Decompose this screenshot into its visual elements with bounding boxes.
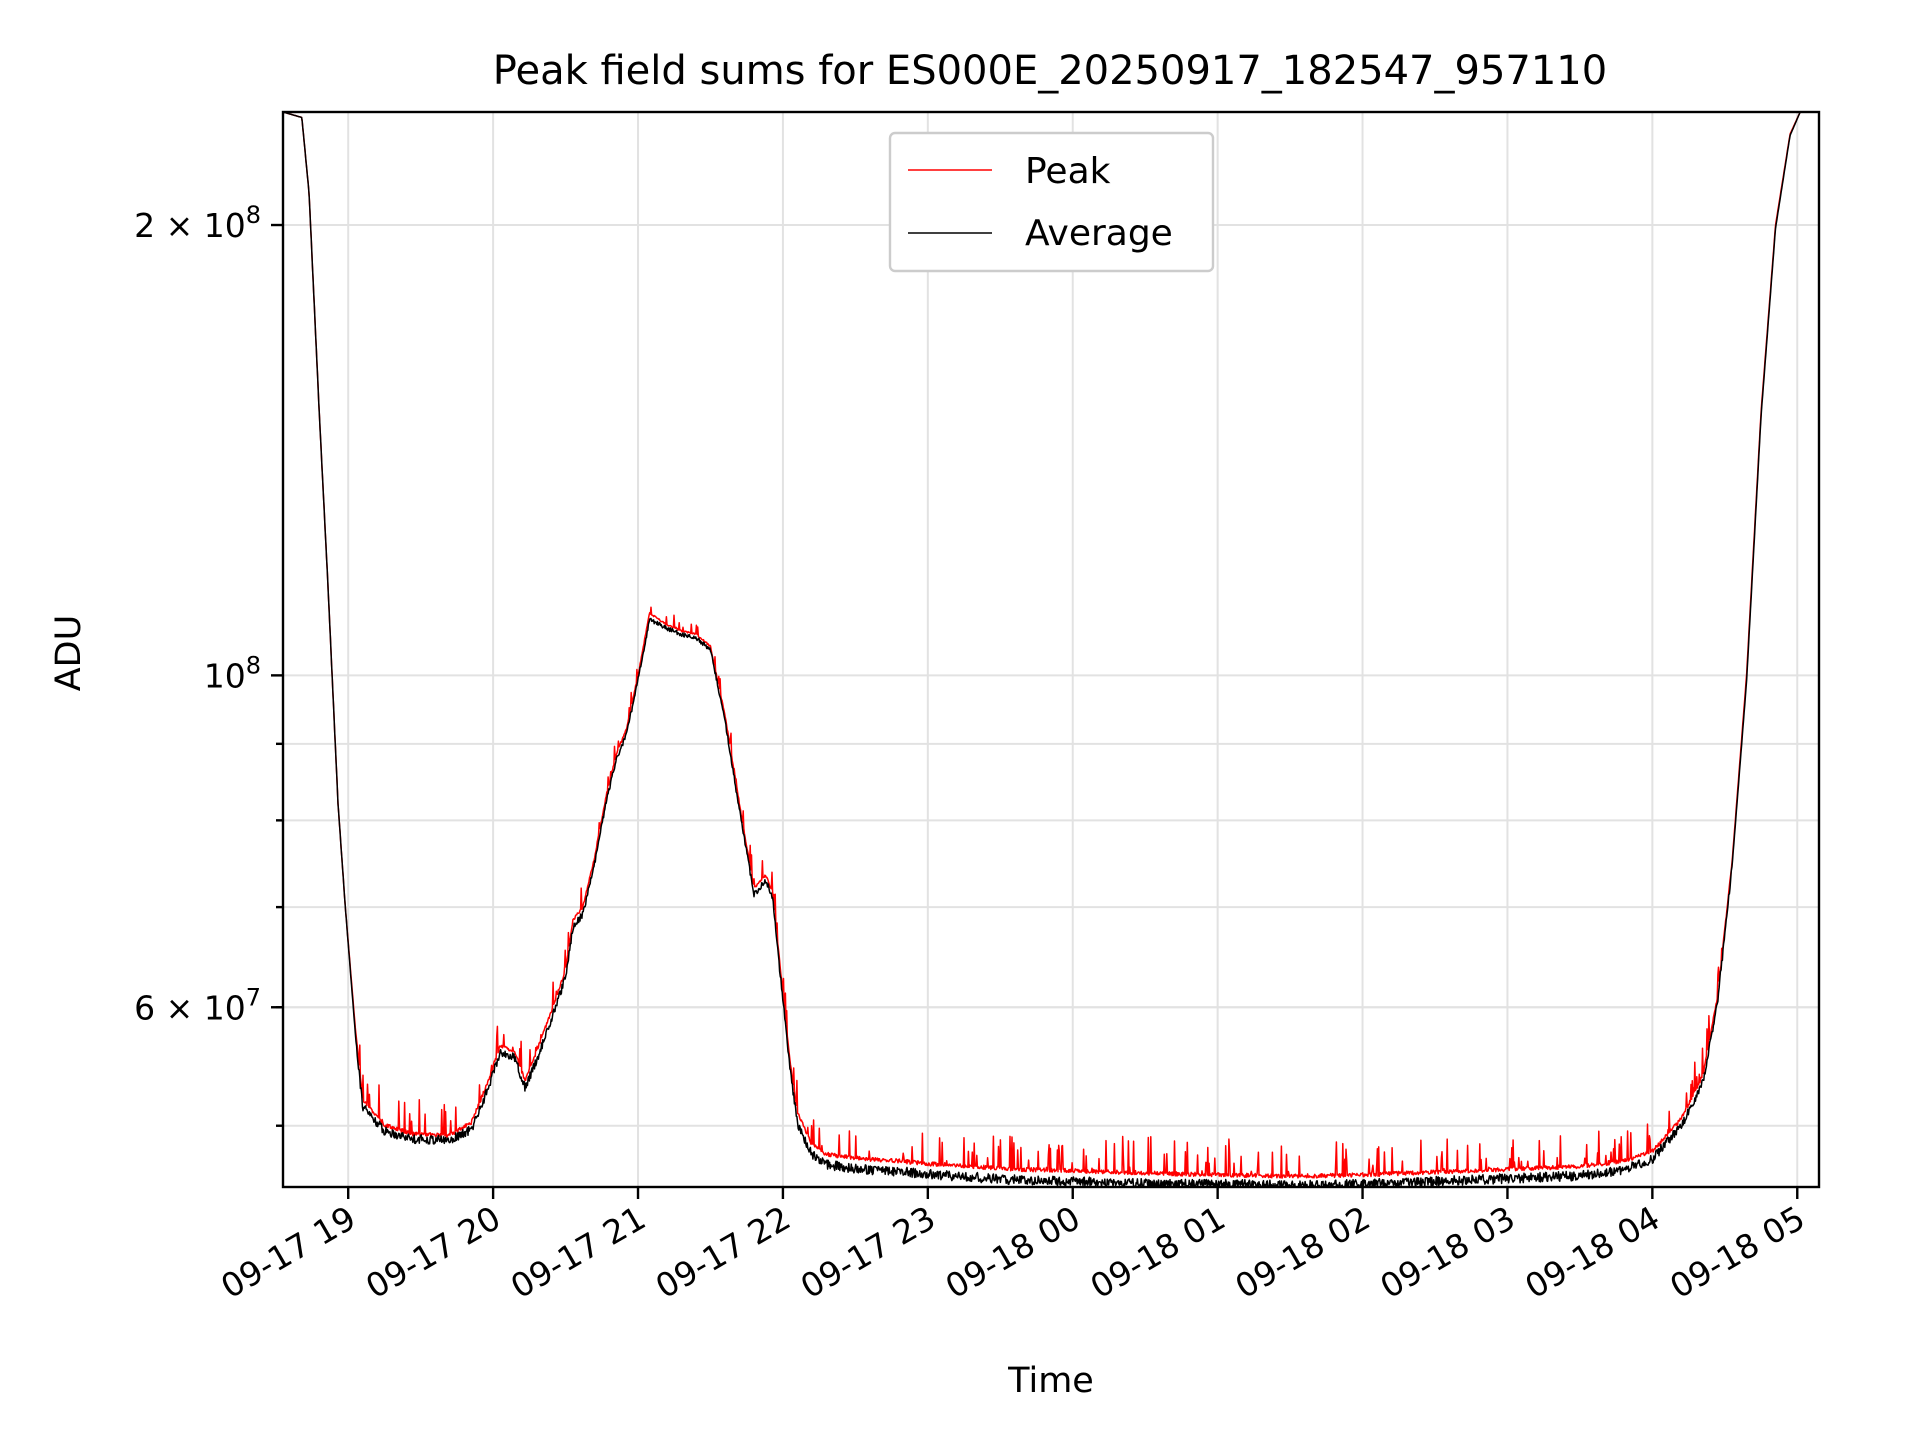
y-tick-label-base: 10 — [204, 656, 246, 695]
plot-area — [283, 112, 1819, 1187]
legend-box — [888, 131, 1215, 273]
series-peak-line — [283, 112, 1819, 1179]
y-tick-label: 2 × 108 — [134, 201, 261, 245]
y-axis-label: ADU — [49, 615, 89, 692]
chart-title: Peak field sums for ES000E_20250917_1825… — [493, 48, 1607, 94]
x-axis-label: Time — [1007, 1361, 1094, 1401]
legend-average-label: Average — [1025, 213, 1173, 254]
y-tick-label: 6 × 107 — [134, 983, 261, 1027]
grid — [283, 112, 1819, 1187]
legend: Peak Average — [888, 131, 1215, 273]
legend-peak-label: Peak — [1025, 151, 1111, 192]
y-tick-label-exponent: 8 — [246, 651, 261, 679]
y-tick-label-base: 2 × 10 — [134, 206, 246, 245]
series-average-line — [283, 112, 1819, 1187]
axes-frame — [281, 110, 1821, 1189]
y-tick-label-exponent: 7 — [246, 983, 261, 1011]
y-tick-label-base: 6 × 10 — [134, 988, 246, 1027]
y-tick-label-exponent: 8 — [246, 201, 261, 229]
y-tick-label: 108 — [204, 651, 261, 695]
